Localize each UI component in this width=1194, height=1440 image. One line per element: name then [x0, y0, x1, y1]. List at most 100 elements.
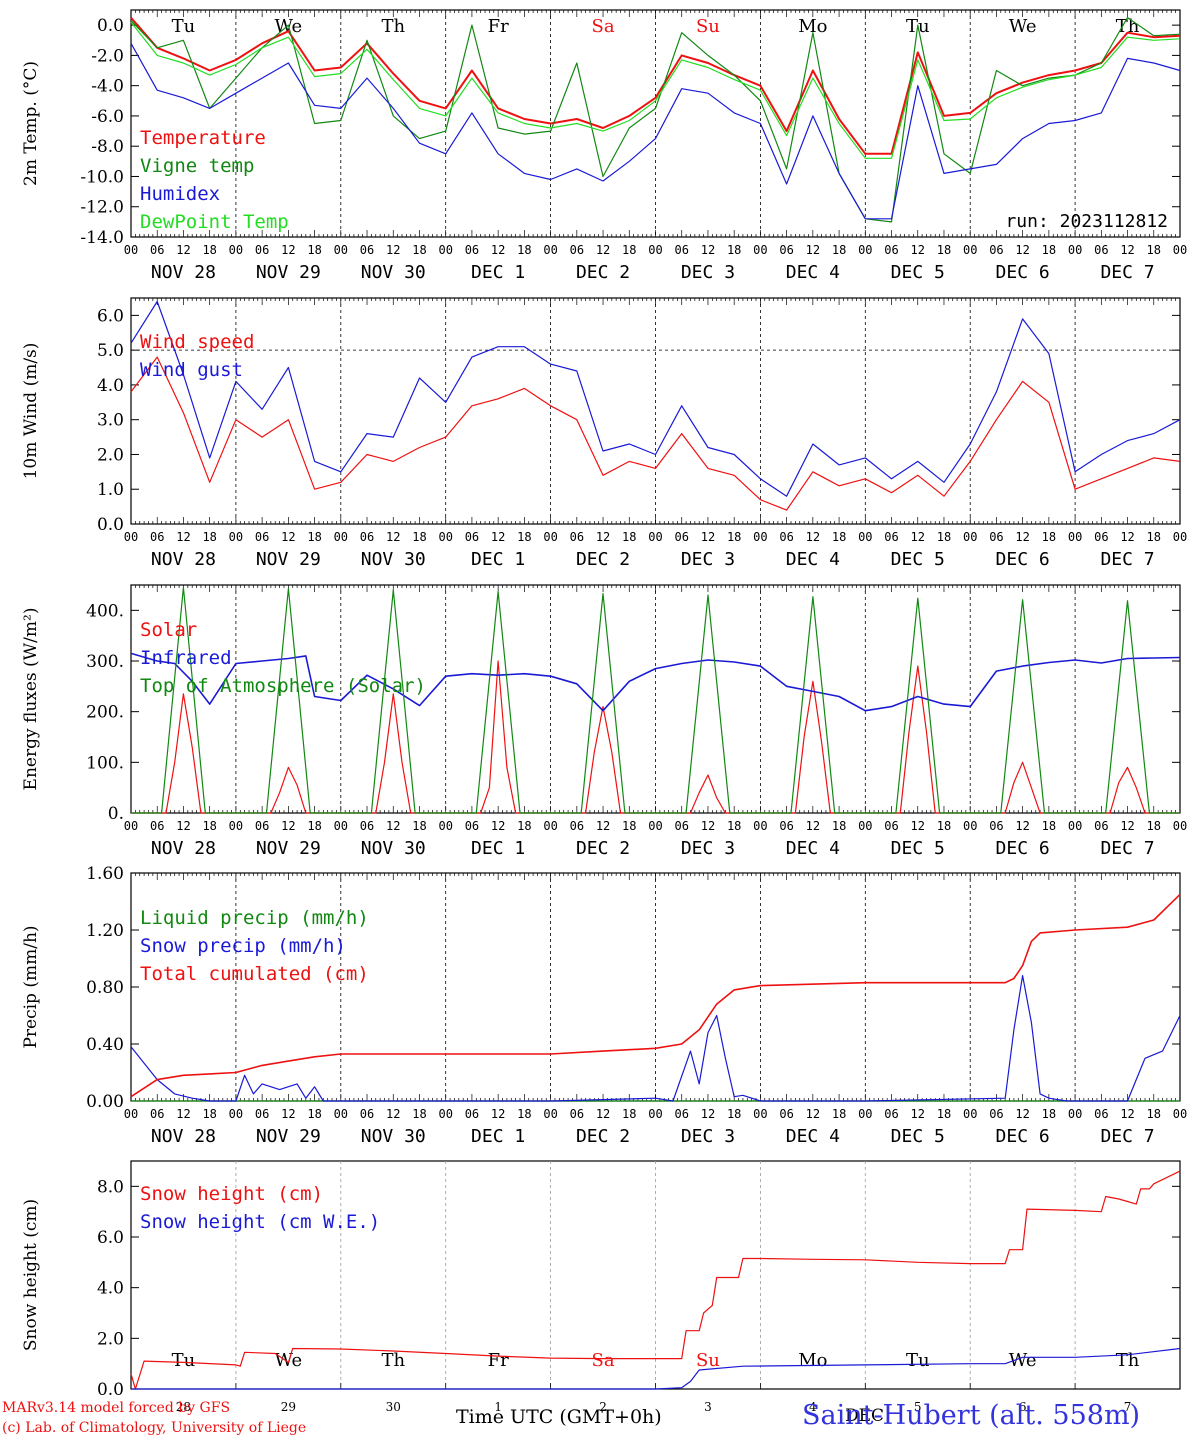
hour-tick-label: 12 [1015, 243, 1029, 257]
series-line-dewpoint-temp [130, 21, 1181, 159]
day-label: NOV 30 [361, 838, 426, 859]
hour-tick-label: 12 [281, 1107, 295, 1121]
hour-tick-label: 12 [281, 530, 295, 544]
hour-tick-label: 12 [491, 1107, 505, 1121]
y-tick-label: 0.0 [97, 515, 124, 535]
hour-tick-label: 00 [648, 1107, 662, 1121]
hour-tick-label: 00 [753, 243, 767, 257]
hour-tick-label: 00 [334, 243, 348, 257]
hour-tick-label: 18 [622, 1107, 636, 1121]
day-label: DEC 3 [681, 838, 735, 859]
weekday-label: Mo [798, 1350, 827, 1371]
series-line-total-cumulated-cm [130, 893, 1181, 1098]
hour-tick-label: 06 [884, 819, 898, 833]
hour-tick-label: 12 [176, 530, 190, 544]
y-tick-label: -4.0 [91, 77, 124, 97]
hour-tick-label: 18 [1147, 1107, 1161, 1121]
hour-tick-label: 18 [1042, 1107, 1056, 1121]
hour-tick-label: 00 [1068, 530, 1082, 544]
hour-tick-label: 12 [911, 1107, 925, 1121]
day-number-label: 7 [1124, 1400, 1132, 1414]
y-tick-label: 0.0 [97, 1380, 124, 1400]
day-number-label: 5 [914, 1400, 922, 1414]
day-label: NOV 30 [361, 1126, 426, 1147]
hour-tick-label: 06 [989, 243, 1003, 257]
hour-tick-label: 18 [517, 243, 531, 257]
hour-tick-label: 06 [360, 1107, 374, 1121]
series-line-top-of-atmosphere-solar [131, 586, 1180, 814]
weekday-label: We [1009, 16, 1037, 37]
y-axis-title: 10m Wind (m/s) [21, 343, 41, 480]
day-label: DEC 3 [681, 549, 735, 570]
hour-tick-label: 06 [465, 243, 479, 257]
day-label: DEC 5 [891, 549, 945, 570]
day-label: NOV 28 [151, 1126, 216, 1147]
hour-tick-label: 00 [229, 243, 243, 257]
y-axis-title: Energy fluxes (W/m²) [21, 608, 41, 791]
hour-tick-label: 00 [543, 530, 557, 544]
y-tick-label: -10.0 [80, 167, 124, 187]
legend-entry: Solar [140, 619, 197, 641]
day-label: DEC 7 [1100, 838, 1154, 859]
hour-tick-label: 06 [674, 1107, 688, 1121]
weekday-label: Su [696, 1350, 720, 1371]
hour-tick-label: 06 [570, 243, 584, 257]
hour-tick-label: 18 [412, 819, 426, 833]
hour-tick-label: 00 [1173, 530, 1187, 544]
y-tick-label: 1.20 [86, 921, 124, 941]
hour-tick-label: 18 [517, 530, 531, 544]
hour-tick-label: 06 [884, 530, 898, 544]
hour-tick-label: 12 [911, 243, 925, 257]
series-line-wind-gust [130, 300, 1181, 497]
day-label: DEC 2 [576, 549, 630, 570]
hour-tick-label: 12 [176, 243, 190, 257]
hour-tick-label: 06 [150, 530, 164, 544]
hour-tick-label: 00 [229, 1107, 243, 1121]
day-label: DEC 6 [996, 549, 1050, 570]
month-label: DEC [845, 1406, 885, 1426]
hour-tick-label: 12 [1015, 530, 1029, 544]
day-label: DEC 7 [1100, 549, 1154, 570]
hour-tick-label: 12 [806, 243, 820, 257]
day-label: DEC 7 [1100, 262, 1154, 283]
hour-tick-label: 12 [176, 819, 190, 833]
y-tick-label: 0.0 [97, 16, 124, 36]
hour-tick-label: 12 [1120, 1107, 1134, 1121]
series-line-infrared [130, 652, 1181, 712]
hour-tick-label: 00 [334, 1107, 348, 1121]
hour-tick-label: 12 [911, 819, 925, 833]
hour-tick-label: 00 [858, 530, 872, 544]
hour-tick-label: 12 [491, 819, 505, 833]
hour-tick-label: 12 [386, 243, 400, 257]
day-number-label: 4 [809, 1400, 817, 1414]
hour-tick-label: 18 [202, 819, 216, 833]
legend-entry: Infrared [140, 647, 232, 669]
hour-tick-label: 00 [858, 243, 872, 257]
legend-entry: Wind speed [140, 331, 254, 353]
hour-tick-label: 06 [255, 1107, 269, 1121]
hour-tick-label: 00 [753, 530, 767, 544]
hour-tick-label: 06 [570, 1107, 584, 1121]
day-number-label: 6 [1019, 1400, 1027, 1414]
day-label: DEC 2 [576, 838, 630, 859]
y-tick-label: 0. [108, 804, 124, 824]
hour-tick-label: 06 [779, 243, 793, 257]
hour-tick-label: 00 [124, 1107, 138, 1121]
hour-tick-label: 00 [963, 1107, 977, 1121]
hour-tick-label: 18 [937, 243, 951, 257]
series-line-humidex [130, 43, 1181, 220]
day-label: DEC 6 [996, 838, 1050, 859]
hour-tick-label: 12 [281, 243, 295, 257]
day-label: NOV 30 [361, 262, 426, 283]
hour-tick-label: 06 [1094, 819, 1108, 833]
hour-tick-label: 18 [1147, 243, 1161, 257]
hour-tick-label: 12 [701, 1107, 715, 1121]
hour-tick-label: 12 [806, 530, 820, 544]
day-label: DEC 1 [471, 262, 525, 283]
day-number-label: 30 [386, 1400, 401, 1414]
hour-tick-label: 06 [674, 243, 688, 257]
day-label: DEC 4 [786, 1126, 840, 1147]
hour-tick-label: 00 [334, 819, 348, 833]
legend-entry: Wind gust [140, 359, 243, 381]
hour-tick-label: 18 [937, 819, 951, 833]
